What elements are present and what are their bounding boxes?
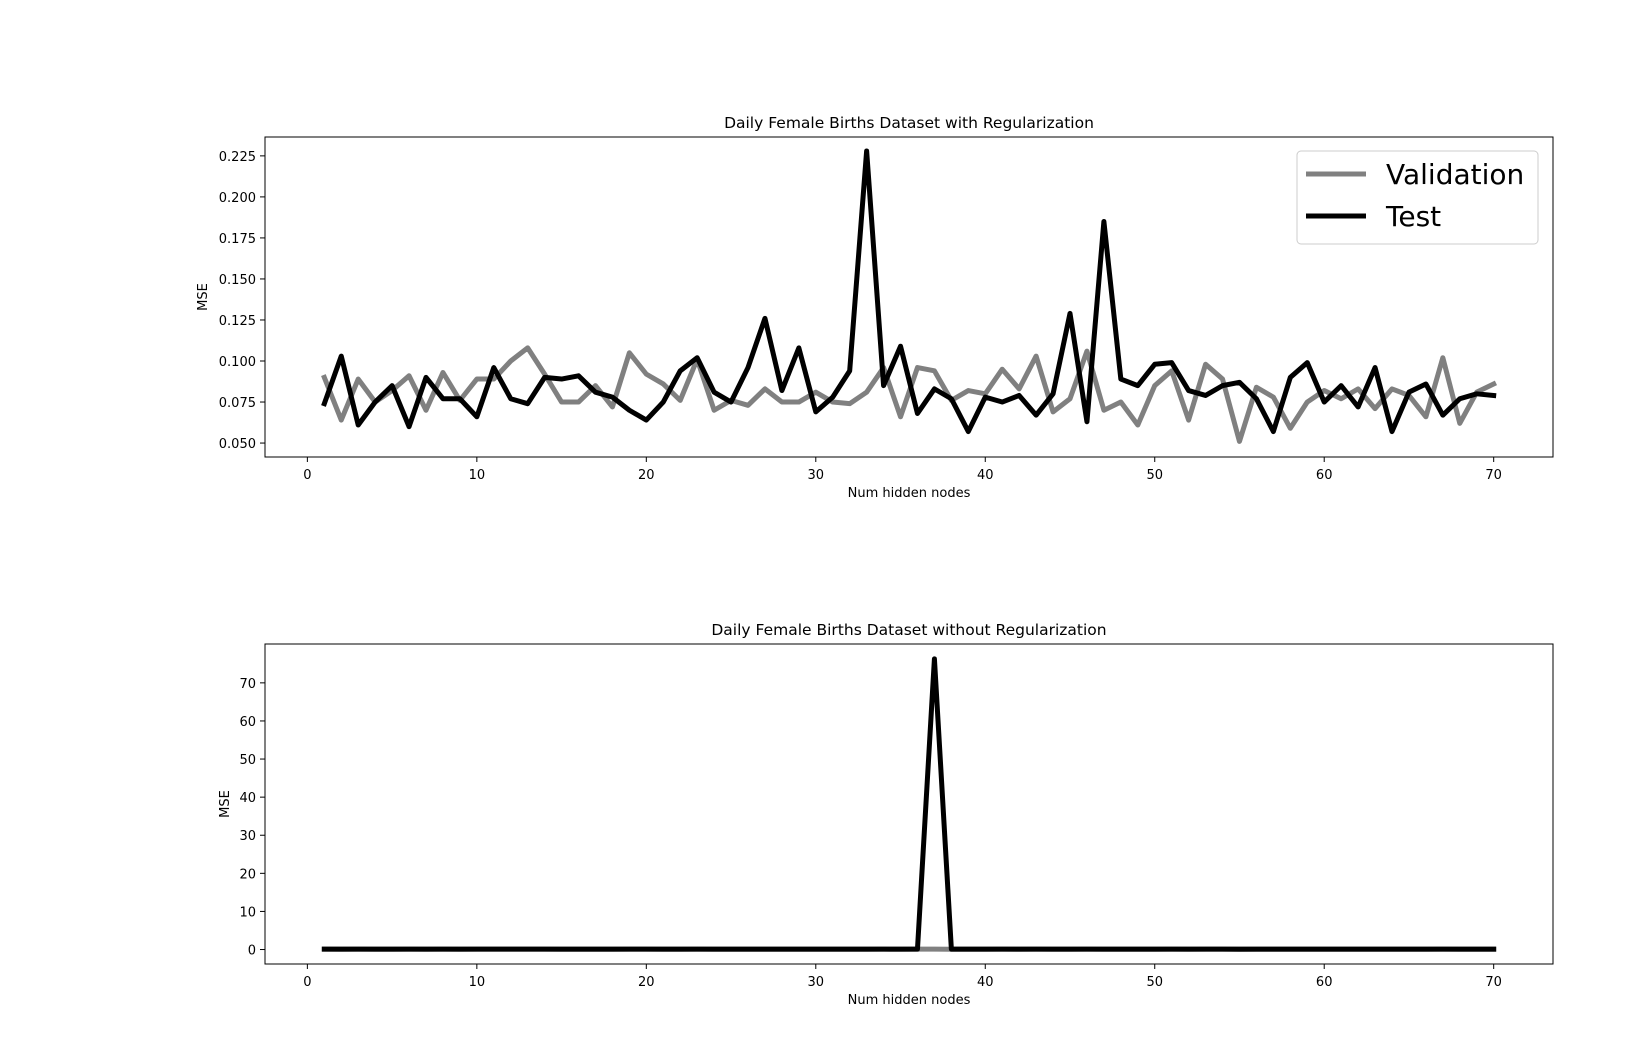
x-tick-label: 20	[638, 468, 655, 483]
plot-lines	[321, 656, 1497, 952]
y-tick-label: 0.050	[219, 437, 256, 452]
legend: Validation Test	[1296, 150, 1539, 245]
series-line-validation	[321, 345, 1498, 444]
y-tick-label: 10	[239, 905, 256, 920]
series-line-test	[321, 656, 1497, 952]
y-tick-label: 0.150	[219, 273, 256, 288]
x-tick-label: 60	[1316, 468, 1333, 483]
chart-with-regularization: 0 10 20 30 40 50 60 70 0.050 0.075 0.100 0.125 0.150…	[196, 114, 1554, 501]
y-axis-label: MSE	[196, 283, 211, 311]
legend-label-validation: Validation	[1386, 158, 1524, 191]
y-tick-label: 0.100	[219, 355, 256, 370]
x-tick-label: 30	[808, 468, 825, 483]
x-axis-label: Num hidden nodes	[848, 993, 971, 1008]
x-tick-label: 30	[808, 975, 825, 990]
y-tick-label: 70	[239, 677, 256, 692]
x-tick-label: 70	[1485, 468, 1502, 483]
chart-without-regularization: 0 10 20 30 40 50 60 70 0 10 20 30 40 50 60 70 Daily Fema…	[218, 621, 1554, 1008]
series-line-test	[321, 148, 1497, 435]
x-tick-label: 0	[303, 468, 311, 483]
chart-title: Daily Female Births Dataset without Regu…	[711, 621, 1106, 639]
x-tick-label: 0	[303, 975, 311, 990]
y-tick-label: 0.200	[219, 191, 256, 206]
axes-frame	[264, 643, 1554, 965]
x-tick-label: 70	[1485, 975, 1502, 990]
x-tick-label: 10	[469, 975, 486, 990]
plot-lines	[321, 148, 1498, 444]
y-axis-label: MSE	[218, 790, 233, 818]
x-tick-label: 40	[977, 975, 994, 990]
x-tick-label: 20	[638, 975, 655, 990]
y-tick-label: 0.175	[219, 232, 256, 247]
x-tick-label: 60	[1316, 975, 1333, 990]
legend-label-test: Test	[1385, 200, 1441, 233]
y-tick-label: 50	[239, 753, 256, 768]
y-tick-label: 20	[239, 867, 256, 882]
x-tick-label: 50	[1146, 975, 1163, 990]
x-tick-label: 50	[1146, 468, 1163, 483]
axes-frame	[264, 136, 1554, 458]
y-tick-label: 0.075	[219, 396, 256, 411]
y-tick-label: 0.225	[219, 150, 256, 165]
y-tick-label: 0	[248, 944, 256, 959]
y-tick-label: 30	[239, 829, 256, 844]
x-tick-label: 40	[977, 468, 994, 483]
chart-title: Daily Female Births Dataset with Regular…	[724, 114, 1094, 132]
y-tick-label: 40	[239, 791, 256, 806]
y-tick-label: 60	[239, 715, 256, 730]
x-tick-label: 10	[469, 468, 486, 483]
x-axis-label: Num hidden nodes	[848, 486, 971, 501]
y-tick-label: 0.125	[219, 314, 256, 329]
